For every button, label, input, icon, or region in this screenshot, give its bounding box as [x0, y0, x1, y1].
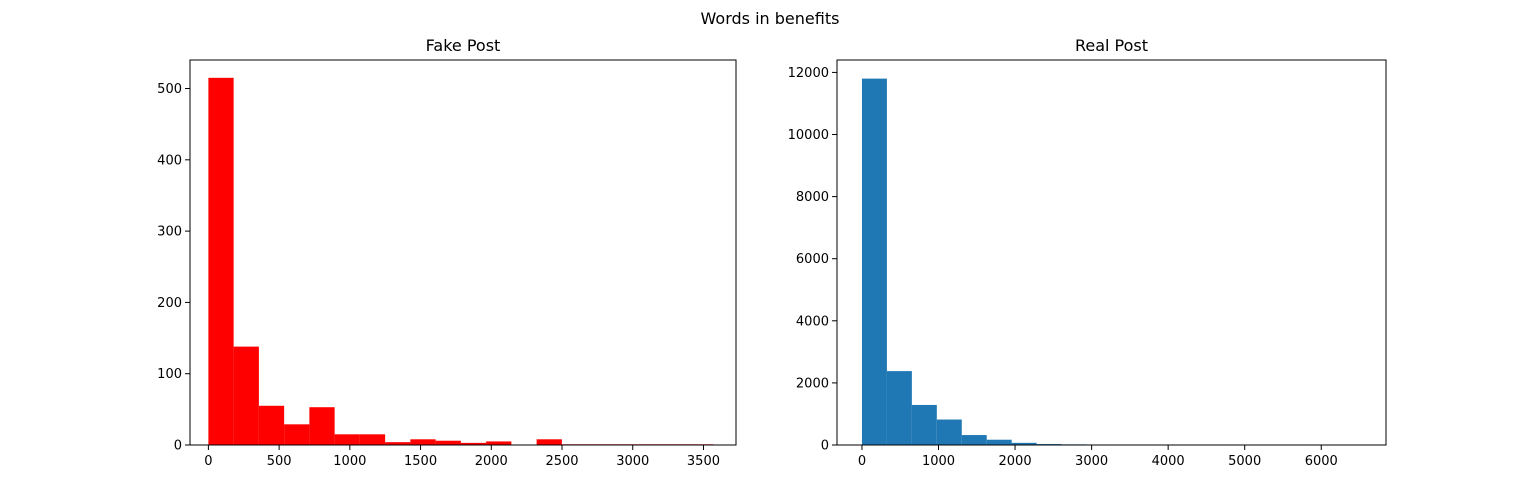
real-post-title: Real Post [1075, 36, 1148, 55]
fake-post-y-tick-label: 400 [157, 153, 182, 168]
real-post-y-tick-label: 6000 [796, 252, 829, 267]
fake-post-y-tick-label: 0 [174, 439, 182, 454]
real-post-x-tick-label: 3000 [1075, 454, 1108, 469]
subplot-fake-post: 0 500 1000 1500 2000 2500 3000 3500 0 100 200 300 40… [157, 36, 737, 469]
fake-post-y-tick-label: 300 [157, 225, 182, 240]
real-post-axes-frame [836, 59, 1387, 446]
real-post-histogram-bar [911, 404, 937, 445]
fake-post-y-tick-label: 500 [157, 82, 182, 97]
fake-post-x-tick-label: 2500 [545, 454, 578, 469]
fake-post-histogram-bar [460, 442, 487, 445]
real-post-histogram-bar [986, 439, 1012, 445]
fake-post-histogram-bar [258, 405, 285, 445]
real-post-histogram-bar [961, 435, 987, 445]
fake-post-axes-frame [189, 59, 737, 446]
real-post-x-tick-label: 2000 [999, 454, 1032, 469]
fake-post-x-tick-label: 2000 [475, 454, 508, 469]
fake-post-histogram-bar [410, 439, 436, 445]
fake-post-x-tick-label: 3500 [687, 454, 720, 469]
real-post-y-tick-label: 4000 [796, 314, 829, 329]
fake-post-histogram-bar [486, 441, 512, 445]
fake-post-histogram-bar [208, 77, 234, 446]
real-post-y-tick-label: 10000 [788, 128, 829, 143]
fake-post-histogram-bar [309, 407, 335, 445]
fake-post-x-tick-label: 500 [267, 454, 292, 469]
real-post-histogram-bar [1011, 442, 1037, 445]
fake-post-x-tick-label: 3000 [616, 454, 649, 469]
fake-post-title: Fake Post [426, 36, 501, 55]
real-post-y-tick-label: 8000 [796, 190, 829, 205]
fake-post-x-tick-label: 1000 [333, 454, 366, 469]
real-post-x-tick-label: 6000 [1305, 454, 1338, 469]
real-post-x-tick-label: 5000 [1228, 454, 1261, 469]
real-post-histogram-bar [886, 371, 912, 445]
fake-post-y-tick-label: 200 [157, 296, 182, 311]
fake-post-histogram-bar [233, 346, 259, 445]
real-post-y-tick-label: 12000 [788, 66, 829, 81]
fake-post-histogram-bar [435, 440, 461, 445]
fake-post-histogram-bar [334, 434, 360, 445]
figure-suptitle: Words in benefits [701, 9, 840, 28]
fake-post-histogram-bar [536, 439, 562, 445]
real-post-histogram-bar [936, 419, 962, 445]
fake-post-x-tick-label: 1500 [404, 454, 437, 469]
real-post-x-tick-label: 1000 [922, 454, 955, 469]
fake-post-y-tick-label: 100 [157, 367, 182, 382]
fake-post-histogram-bar [359, 434, 386, 445]
real-post-x-tick-label: 4000 [1152, 454, 1185, 469]
fake-post-x-tick-label: 0 [204, 454, 212, 469]
real-post-x-tick-label: 0 [858, 454, 866, 469]
subplot-real-post: 0 1000 2000 3000 4000 5000 6000 0 2000 4000 6000 80… [788, 36, 1387, 469]
fake-post-histogram-bar [284, 424, 310, 445]
real-post-y-tick-label: 2000 [796, 376, 829, 391]
fake-post-histogram-bar [385, 442, 411, 445]
real-post-y-tick-label: 0 [821, 439, 829, 454]
real-post-histogram-bar [861, 78, 887, 446]
